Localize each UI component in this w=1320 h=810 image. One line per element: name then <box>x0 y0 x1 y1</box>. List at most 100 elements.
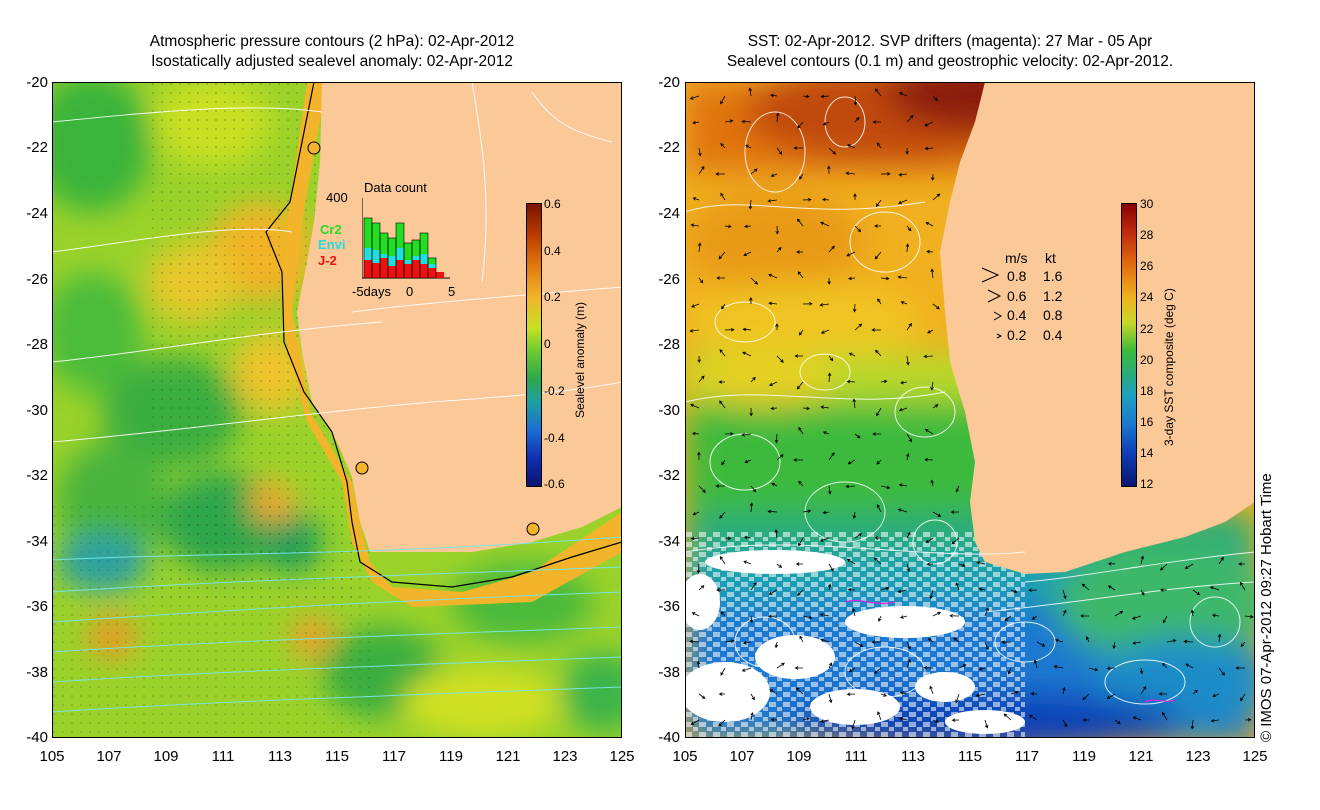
left-xtick: 113 <box>268 748 292 765</box>
velocity-arrow <box>698 165 705 175</box>
velocity-arrow <box>1244 718 1252 722</box>
velocity-arrow <box>802 94 810 99</box>
velocity-arrow <box>852 607 856 617</box>
left-xtick: 105 <box>39 748 65 765</box>
right-ytick: -34 <box>658 533 680 550</box>
velocity-arrow <box>828 245 835 253</box>
left-ytick: -28 <box>26 336 48 353</box>
velocity-row-ms: 0.8 <box>1007 268 1027 284</box>
velocity-arrow <box>871 328 881 332</box>
right-xtick: 107 <box>729 748 755 765</box>
data-count-title: Data count <box>364 180 427 195</box>
velocity-arrow <box>906 433 913 443</box>
velocity-arrow <box>854 433 861 439</box>
velocity-arrow <box>750 711 754 721</box>
right-xtick: 123 <box>1185 748 1211 765</box>
velocity-arrow <box>1190 719 1195 730</box>
velocity-arrow <box>1028 588 1038 592</box>
velocity-arrow <box>719 556 726 565</box>
velocity-arrow <box>949 614 960 618</box>
velocity-arrow <box>770 173 778 177</box>
right-ytick: -38 <box>658 664 680 681</box>
data-count-bars <box>362 198 450 279</box>
velocity-arrow <box>929 589 934 600</box>
velocity-arrow <box>691 612 700 617</box>
velocity-arrow <box>1212 693 1220 698</box>
velocity-arrow <box>822 121 830 126</box>
velocity-arrow <box>718 692 725 696</box>
velocity-arrow <box>984 719 989 729</box>
velocity-arrow <box>802 717 811 721</box>
velocity-arrow <box>828 147 836 155</box>
velocity-arrow <box>874 536 882 540</box>
velocity-arrow <box>1185 663 1194 669</box>
velocity-arrow <box>741 432 752 437</box>
velocity-arrow <box>1010 690 1019 695</box>
velocity-arrow <box>930 381 934 391</box>
velocity-arrow <box>906 225 912 232</box>
velocity-arrow <box>744 459 752 464</box>
velocity-arrow <box>955 485 960 493</box>
left-ytick: -38 <box>26 664 48 681</box>
velocity-arrow <box>874 224 881 228</box>
velocity-arrow <box>875 349 882 357</box>
velocity-arrow <box>853 95 858 106</box>
velocity-arrow <box>794 354 803 358</box>
velocity-arrow <box>848 667 856 673</box>
right-ytick: -36 <box>658 598 680 615</box>
velocity-arrow <box>799 173 804 180</box>
velocity-arrow <box>820 405 830 410</box>
velocity-arrow <box>932 95 938 101</box>
velocity-arrow <box>1192 689 1199 695</box>
velocity-arrow <box>924 121 934 127</box>
velocity-arrow <box>1158 692 1167 696</box>
velocity-arrow <box>932 193 941 201</box>
velocity-arrow <box>798 329 804 336</box>
left-xtick: 107 <box>96 748 122 765</box>
velocity-arrow <box>696 660 701 669</box>
velocity-arrow <box>871 640 882 644</box>
velocity-arrow <box>795 687 804 695</box>
velocity-arrow <box>828 662 832 669</box>
velocity-arrow <box>776 662 785 669</box>
velocity-arrow <box>900 301 908 305</box>
velocity-arrow <box>906 658 911 669</box>
velocity-arrow <box>906 114 914 123</box>
velocity-arrow <box>724 327 735 332</box>
velocity-arrow <box>906 531 911 539</box>
velocity-arrow <box>750 168 758 175</box>
velocity-arrow <box>1114 610 1124 617</box>
right-xtick: 115 <box>958 748 982 765</box>
velocity-arrow <box>1240 693 1246 702</box>
velocity-arrow <box>1114 719 1121 725</box>
velocity-arrow <box>828 485 832 495</box>
velocity-arrow <box>718 251 726 260</box>
velocity-arrow <box>724 639 735 643</box>
left-title-line2: Isostatically adjusted sealevel anomaly:… <box>151 53 513 70</box>
velocity-arrow <box>852 303 857 313</box>
velocity-arrow <box>748 87 753 97</box>
sst-cb-label: 22 <box>1140 322 1154 336</box>
velocity-arrow <box>820 221 830 227</box>
velocity-arrow <box>926 249 934 254</box>
velocity-arrow <box>720 667 726 676</box>
velocity-arrow <box>854 323 863 331</box>
velocity-arrow <box>690 719 700 725</box>
velocity-arrow <box>718 719 726 727</box>
right-xtick: 125 <box>1242 748 1268 765</box>
velocity-arrow <box>796 381 804 390</box>
velocity-arrow <box>742 640 752 645</box>
velocity-arrow <box>719 349 726 357</box>
velocity-arrow <box>828 452 835 461</box>
velocity-arrow <box>875 199 882 207</box>
velocity-arrow <box>768 301 778 306</box>
sealevel-anomaly-map <box>52 82 622 738</box>
velocity-arrow <box>1209 586 1220 591</box>
velocity-arrow <box>1010 589 1018 594</box>
velocity-arrow <box>930 479 934 487</box>
velocity-arrow <box>852 398 857 409</box>
right-ytick: -24 <box>658 205 680 222</box>
velocity-arrow <box>802 197 812 202</box>
velocity-arrow <box>880 586 890 591</box>
velocity-arrow <box>953 637 960 643</box>
